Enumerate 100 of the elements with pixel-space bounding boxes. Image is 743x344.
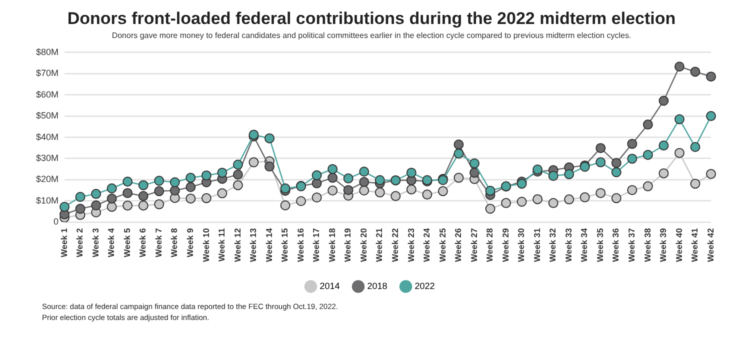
point: [642, 150, 653, 160]
point: [264, 162, 274, 172]
point: [580, 192, 590, 202]
point: [91, 200, 102, 210]
point: [485, 204, 496, 214]
x-tick-label: Week 28: [484, 228, 495, 262]
y-tick-label: $80M: [36, 46, 59, 57]
point: [454, 172, 464, 183]
point: [627, 138, 638, 149]
point: [217, 168, 228, 178]
point: [564, 169, 574, 180]
x-tick-label: Week 10: [200, 228, 211, 262]
point: [374, 187, 385, 198]
point: [248, 157, 259, 168]
point: [642, 120, 653, 130]
point: [627, 154, 638, 164]
point: [406, 184, 416, 194]
y-tick-label: $20M: [36, 174, 59, 184]
x-tick-label: Week 36: [610, 228, 621, 262]
y-tick-label: 0: [54, 216, 59, 227]
point: [154, 176, 164, 186]
point: [611, 193, 622, 204]
x-tick-label: Week 19: [342, 228, 353, 262]
point: [106, 202, 117, 212]
x-tick-label: Week 34: [579, 228, 590, 262]
point: [548, 198, 558, 208]
x-tick-label: Week 9: [185, 228, 195, 258]
x-tick-label: Week 30: [516, 228, 526, 262]
x-tick-label: Week 26: [453, 228, 464, 262]
x-tick-label: Week 40: [674, 228, 684, 262]
point: [658, 96, 669, 106]
point: [532, 194, 543, 204]
point: [438, 186, 448, 196]
point: [390, 191, 401, 202]
x-tick-label: Week 38: [642, 228, 652, 262]
x-tick-label: Week 3: [90, 228, 100, 258]
x-tick-label: Week 5: [122, 228, 132, 258]
x-tick-label: Week 14: [264, 228, 274, 262]
point: [122, 176, 133, 187]
point: [706, 72, 716, 82]
point: [280, 183, 290, 194]
point: [312, 170, 322, 180]
point: [186, 172, 196, 183]
point: [138, 180, 148, 190]
x-tick-label: Week 24: [422, 228, 432, 262]
x-tick-label: Week 11: [216, 228, 227, 262]
point: [328, 164, 338, 174]
y-tick-label: $60M: [36, 89, 59, 100]
x-tick-label: Week 16: [295, 228, 306, 262]
point: [60, 202, 70, 212]
x-tick-label: Week 27: [468, 228, 479, 262]
point: [359, 177, 370, 188]
point: [658, 168, 669, 178]
point: [627, 185, 638, 196]
legend-label: 2022: [414, 280, 435, 291]
x-tick-label: Week 33: [563, 228, 574, 262]
x-tick-label: Week 25: [437, 228, 448, 262]
point: [91, 188, 102, 199]
x-tick-label: Week 29: [500, 228, 510, 262]
point: [454, 148, 464, 159]
x-tick-label: Week 12: [232, 228, 242, 262]
point: [611, 167, 622, 178]
point: [186, 194, 196, 204]
x-tick-label: Week 37: [626, 228, 637, 262]
y-tick-label: $10M: [36, 195, 59, 206]
x-tick-label: Week 18: [326, 228, 337, 262]
point: [690, 178, 700, 189]
point: [328, 172, 338, 183]
x-tick-label: Week 13: [248, 228, 258, 262]
point: [658, 140, 669, 151]
point: [170, 177, 180, 188]
x-tick-label: Week 2: [74, 228, 85, 258]
point: [280, 200, 290, 210]
x-tick-label: Week 39: [658, 228, 668, 262]
point: [232, 170, 243, 180]
point: [343, 185, 354, 196]
point: [359, 186, 370, 196]
point: [122, 200, 133, 211]
point: [312, 192, 322, 203]
point: [501, 198, 512, 208]
point: [422, 190, 432, 200]
x-tick-label: Week 17: [311, 228, 322, 262]
point: [485, 186, 496, 196]
legend-label: 2014: [320, 280, 340, 291]
point: [154, 186, 164, 196]
x-tick-label: Week 35: [594, 228, 605, 262]
point: [674, 148, 684, 158]
point: [264, 133, 274, 144]
x-tick-label: Week 21: [374, 228, 384, 262]
point: [186, 182, 196, 192]
x-tick-label: Week 31: [532, 228, 542, 262]
point: [170, 186, 180, 196]
point: [611, 158, 622, 168]
y-tick-label: $70M: [36, 68, 59, 78]
x-tick-label: Week 7: [153, 228, 164, 258]
point: [201, 193, 212, 204]
point: [642, 181, 653, 192]
point: [343, 173, 354, 184]
point: [122, 188, 133, 198]
y-tick-label: $50M: [36, 110, 59, 121]
